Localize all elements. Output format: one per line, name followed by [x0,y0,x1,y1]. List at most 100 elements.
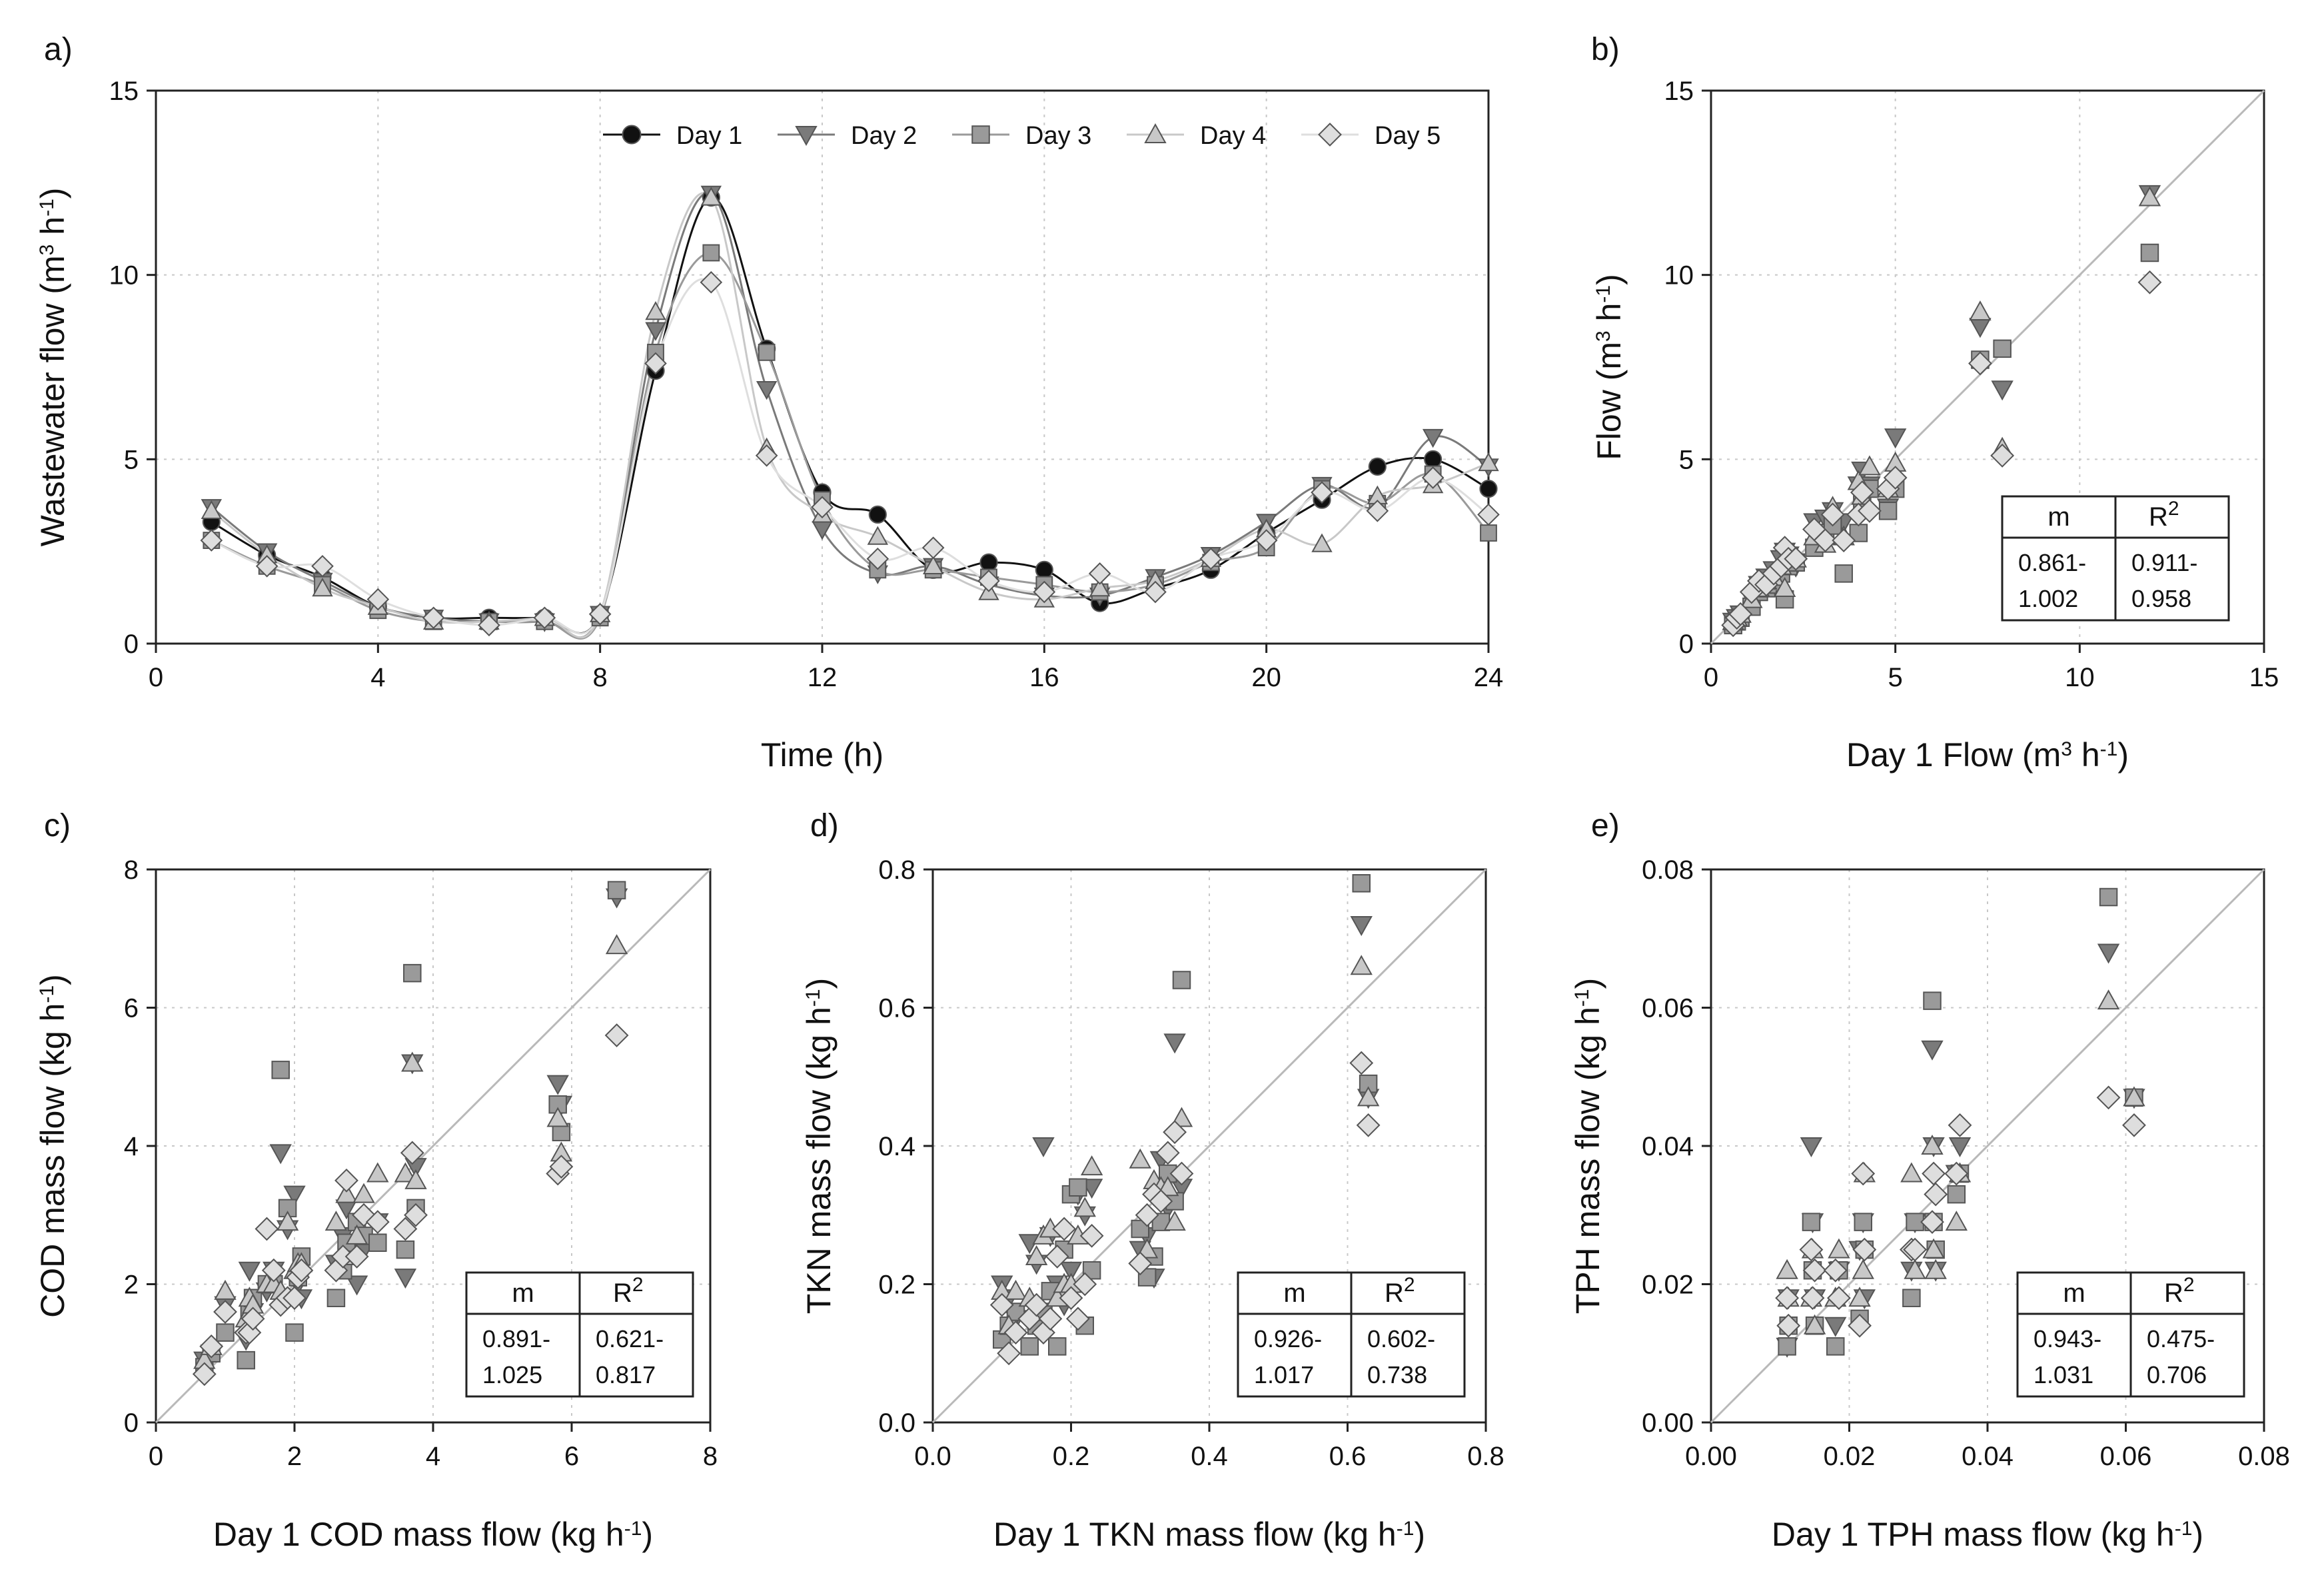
panel-label: e) [1591,808,1620,843]
y-axis-label-part: ) [1590,274,1628,285]
plot-frame [155,89,1490,645]
table-header-r2: R2 [1385,1274,1415,1309]
table-header-m: m [2063,1279,2085,1308]
data-point [700,187,722,206]
data-point [1065,1307,1090,1331]
y-axis-label-part: ) [34,974,71,985]
data-point [1199,547,1223,570]
table-value: 1.025 [482,1361,542,1388]
data-point [216,1323,235,1342]
x-axis-label-part: Day 1 TPH mass flow (kg h [1772,1516,2175,1553]
data-point [755,444,778,467]
y-tick-label: 10 [109,261,139,290]
series-line-day-2 [211,192,1489,639]
x-tick-label: 0.4 [1191,1442,1228,1471]
data-point [1773,576,1796,597]
x-axis-label: Time (h) [761,736,883,774]
table-header-r2-part: 2 [2183,1274,2195,1296]
y-axis-label-part: ) [800,978,838,989]
data-point [1850,480,1874,505]
data-point [1135,1203,1159,1227]
data-point [192,1362,217,1386]
y-tick-label: 0 [124,630,139,659]
table-header-r2-part: 2 [2168,498,2179,520]
x-tick-label: 4 [370,663,385,692]
data-point [1827,1286,1851,1311]
data-point [1003,1320,1028,1345]
data-point [1038,1307,1063,1331]
series-line-day-1 [211,196,1489,634]
data-point [1129,1148,1151,1169]
table-value: 1.002 [2018,585,2078,612]
data-point [2140,243,2159,263]
x-tick-label: 2 [287,1442,302,1471]
y-axis-label-part: ) [1569,978,1606,989]
y-axis-label: Flow (m3 h-1) [1590,274,1628,460]
data-point [1826,1337,1845,1356]
series-line-day-3 [211,251,1490,640]
series-line-day-4 [211,192,1489,639]
data-point [1858,498,1882,523]
y-axis-label-part: Wastewater flow (m [34,255,71,546]
data-point [271,1061,290,1079]
legend-label: Day 4 [1200,122,1266,150]
data-point [345,1224,368,1245]
legend-label: Day 1 [676,122,742,150]
data-point [1852,1259,1874,1279]
x-tick-label: 6 [564,1442,579,1471]
panel-d: d) 0.0 0.2 0.4 0.6 0.8 0.0 0.2 0.4 0.6 0.8 Day 1 TK… [800,808,1504,1553]
data-point [1832,528,1856,552]
data-point [868,505,887,524]
x-axis-label-part: ) [1414,1516,1425,1553]
data-point [335,1183,358,1203]
y-tick-label: 0.0 [878,1408,915,1438]
table-header-m: m [2047,502,2069,532]
data-point [1776,1259,1798,1279]
table-header-r2: R2 [2149,498,2179,532]
data-point [1149,1189,1173,1213]
data-point [1048,1337,1067,1356]
data-point [1163,1211,1186,1231]
data-point [1948,1113,1972,1137]
data-point [311,554,334,578]
table-header-r2: R2 [2164,1274,2195,1309]
data-point [255,1217,279,1241]
data-point [1784,546,1808,571]
data-point [214,1279,237,1300]
data-point [1799,1237,1824,1262]
x-axis-label-part: ) [2117,736,2129,774]
data-point [283,1185,306,1206]
data-point [1775,1286,1800,1311]
x-tick-label: 15 [2249,663,2279,692]
x-axis-label-part: -1 [2100,738,2118,760]
data-point [1349,1051,1374,1075]
data-point [283,1286,306,1311]
data-point [1477,503,1500,526]
y-axis-label-part: -1 [1571,989,1593,1007]
data-point [2137,270,2162,294]
data-point [289,1258,314,1283]
data-point [1172,971,1191,989]
data-point [979,553,998,572]
x-axis-label-part: h [2072,736,2100,774]
legend-label: Day 2 [851,122,917,150]
data-point [2099,887,2118,907]
x-tick-label: 0.8 [1467,1442,1504,1471]
data-point [285,1323,304,1342]
y-tick-label: 4 [124,1132,139,1161]
data-point [276,1211,299,1231]
data-point [396,1240,415,1259]
legend: Day 1 Day 2 Day 3 Day 4 Day 5 [603,122,1441,150]
data-point [1045,1245,1069,1269]
x-axis-label-part: ) [642,1516,653,1553]
data-point [199,1334,224,1358]
data-point [261,1258,286,1283]
data-point [368,1233,387,1252]
data-point [977,570,1000,592]
data-point [1800,1286,1825,1311]
table-value: 1.017 [1254,1361,1314,1388]
data-point [1157,1176,1179,1197]
y-tick-label: 0.2 [878,1271,915,1300]
